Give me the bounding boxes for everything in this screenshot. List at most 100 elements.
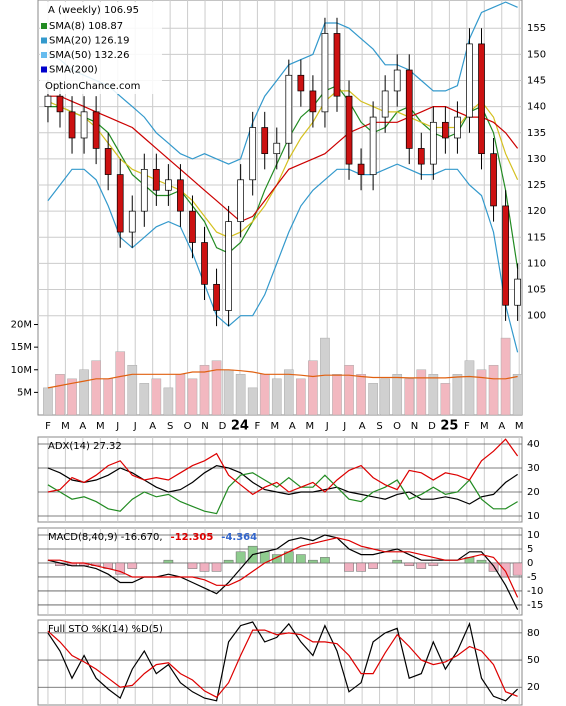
y-tick-label: 40: [527, 439, 540, 450]
candle-body: [466, 43, 473, 118]
volume-bar: [332, 374, 342, 415]
volume-bar: [223, 369, 234, 415]
volume-bar: [247, 387, 258, 415]
candle-body: [189, 210, 196, 243]
candle-body: [309, 90, 317, 113]
candle-body: [417, 148, 425, 165]
indicator-line: [47, 369, 518, 389]
volume-bar: [163, 387, 174, 415]
x-tick-label: S: [167, 421, 173, 432]
panel-title: ADX(14) 27.32: [48, 441, 122, 452]
histogram-bar: [512, 562, 522, 576]
candle-body: [490, 153, 497, 207]
indicator-line: [47, 534, 519, 610]
legend-label: SMA(50) 132.26: [49, 50, 130, 61]
candle-body: [140, 168, 148, 212]
volume-bar: [380, 378, 390, 415]
x-tick-label: M: [96, 421, 105, 432]
candle-body: [80, 111, 88, 139]
indicator-line: [47, 464, 518, 505]
legend-swatch: [41, 52, 47, 58]
histogram-bar: [115, 562, 126, 575]
plot-area: [47, 621, 519, 702]
histogram-bar: [223, 559, 234, 564]
watermark: OptionChance.com: [45, 81, 140, 92]
volume-bar: [404, 378, 415, 415]
plot-area: [43, 1, 522, 415]
candle-body: [152, 168, 160, 191]
volume-tick-label: 20M: [11, 320, 32, 331]
x-tick-label: 24: [231, 419, 249, 434]
x-tick-label: A: [149, 421, 156, 432]
y-tick-label: 115: [527, 232, 546, 243]
volume-bar: [500, 337, 511, 415]
candle-body: [405, 69, 413, 149]
candle-body: [237, 179, 244, 222]
indicator-line: [47, 163, 519, 353]
volume-bar: [151, 378, 162, 415]
legend-label: SMA(20) 126.19: [49, 36, 130, 47]
histogram-bar: [428, 562, 439, 567]
volume-bar: [368, 383, 378, 415]
panel-title: -4.364: [221, 532, 257, 543]
x-tick-label: A: [359, 421, 366, 432]
y-tick-label: -10: [527, 586, 543, 597]
volume-bar: [440, 383, 451, 415]
indicator-line: [47, 621, 519, 702]
volume-tick-label: 10M: [11, 365, 32, 376]
candle-body: [249, 127, 257, 181]
x-tick-label: N: [411, 421, 418, 432]
indicator-line: [47, 537, 519, 598]
y-tick-label: 0: [527, 558, 533, 569]
y-tick-label: 50: [527, 655, 540, 666]
y-tick-label: 30: [527, 463, 540, 474]
legend-label: SMA(200): [49, 65, 98, 76]
volume-bar: [67, 378, 77, 415]
panel-frame: [37, 436, 523, 523]
candle-body: [261, 127, 269, 155]
volume-bar: [488, 364, 499, 415]
volume-bar: [271, 378, 282, 415]
y-tick-label: -15: [527, 600, 543, 611]
y-tick-label: 105: [527, 285, 546, 296]
y-tick-label: 155: [527, 23, 546, 34]
candle-body: [333, 33, 341, 97]
candle-body: [225, 221, 232, 311]
candle-body: [297, 74, 305, 92]
x-tick-label: D: [428, 421, 436, 432]
histogram-bar: [368, 562, 378, 569]
volume-bar: [235, 374, 246, 415]
volume-bar: [428, 374, 439, 415]
candle-body: [285, 74, 293, 144]
candle-body: [273, 142, 281, 155]
candle-body: [514, 278, 521, 306]
volume-bar: [199, 364, 210, 415]
candle-body: [201, 242, 208, 285]
candle-body: [369, 116, 377, 175]
candle-body: [478, 43, 485, 155]
y-tick-label: 135: [527, 128, 546, 139]
candle-body: [165, 179, 172, 191]
x-tick-label: O: [393, 421, 401, 432]
volume-bar: [127, 364, 138, 415]
indicator-line: [47, 1, 518, 165]
plot-area: [47, 534, 522, 610]
y-tick-label: 125: [527, 180, 546, 191]
x-tick-label: M: [305, 421, 314, 432]
x-tick-label: M: [61, 421, 70, 432]
candle-body: [116, 174, 124, 233]
histogram-bar: [308, 559, 318, 564]
volume-bar: [259, 374, 270, 415]
indicator-line: [47, 438, 519, 496]
volume-bar: [296, 378, 306, 415]
histogram-bar: [356, 562, 366, 572]
x-tick-label: F: [464, 421, 470, 432]
candle-body: [345, 95, 353, 165]
x-tick-label: J: [115, 421, 119, 432]
x-tick-label: A: [79, 421, 86, 432]
indicator-line: [47, 90, 519, 238]
y-tick-label: 130: [527, 154, 546, 165]
candle-body: [44, 95, 52, 107]
